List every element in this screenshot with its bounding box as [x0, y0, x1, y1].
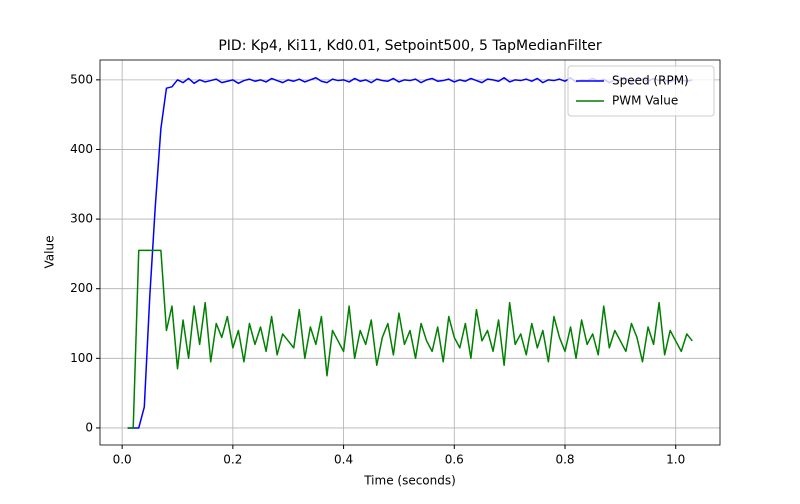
- y-tick-label: 100: [70, 351, 93, 365]
- y-tick-label: 200: [70, 281, 93, 295]
- legend: Speed (RPM) PWM Value: [567, 65, 715, 117]
- x-tick-label: 0.4: [334, 453, 353, 467]
- y-axis-label: Value: [43, 236, 57, 269]
- x-tick-label: 1.0: [666, 453, 685, 467]
- legend-label: Speed (RPM): [612, 74, 689, 88]
- y-tick-label: 400: [70, 142, 93, 156]
- x-tick-label: 0.2: [223, 453, 242, 467]
- y-tick-label: 500: [70, 72, 93, 86]
- legend-box: [567, 65, 715, 117]
- x-tick-label: 0.6: [445, 453, 464, 467]
- legend-label: PWM Value: [612, 94, 678, 108]
- y-tick-label: 300: [70, 212, 93, 226]
- data-line: [127, 249, 693, 429]
- x-axis-label: Time (seconds): [363, 474, 456, 488]
- y-tick-label: 0: [85, 420, 93, 434]
- x-tick-label: 0.0: [113, 453, 132, 467]
- plot-frame: [99, 59, 721, 446]
- x-tick-label: 0.8: [555, 453, 574, 467]
- chart-title: PID: Kp4, Ki11, Kd0.01, Setpoint500, 5 T…: [218, 38, 602, 54]
